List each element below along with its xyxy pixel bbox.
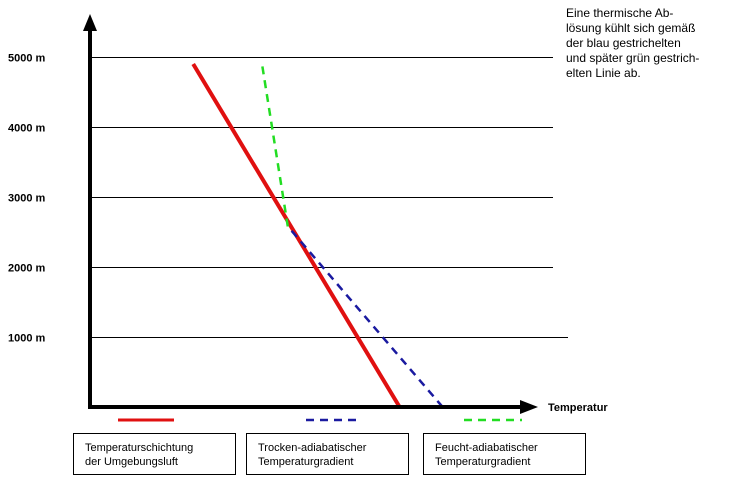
legend-box-moist-adiabatic: Feucht-adiabatischer Temperaturgradient <box>423 433 586 475</box>
legend-label-line: Temperaturschichtung <box>85 442 194 454</box>
y-tick-label: 5000 m <box>8 53 46 65</box>
series-line-dry <box>286 225 444 408</box>
y-tick-label: 1000 m <box>8 333 46 345</box>
legend-label-line: Trocken-adiabatischer <box>258 442 367 454</box>
note-line: und später grün gestrich- <box>566 51 700 65</box>
y-tick-labels: 1000 m 2000 m 3000 m 4000 m 5000 m <box>8 53 46 345</box>
legend-box-dry-adiabatic: Trocken-adiabatischer Temperaturgradient <box>246 433 409 475</box>
note-line: lösung kühlt sich gemäß <box>566 21 696 35</box>
note-line: der blau gestrichelten <box>566 36 681 50</box>
legend-label-line: Temperaturgradient <box>435 456 531 468</box>
gridlines <box>88 57 568 338</box>
x-axis-label: Temperatur <box>548 402 608 414</box>
y-tick-label: 3000 m <box>8 193 46 205</box>
explanation-note: Eine thermische Ab- lösung kühlt sich ge… <box>566 6 734 81</box>
note-line: elten Linie ab. <box>566 66 641 80</box>
y-axis-arrow-icon <box>83 14 97 31</box>
legend-label-line: der Umgebungsluft <box>85 456 178 468</box>
legend-label-line: Temperaturgradient <box>258 456 354 468</box>
legend-box-environment: Temperaturschichtung der Umgebungsluft <box>73 433 236 475</box>
note-line: Eine thermische Ab- <box>566 6 674 20</box>
x-axis-arrow-icon <box>520 400 538 414</box>
y-tick-label: 2000 m <box>8 263 46 275</box>
legend-label-line: Feucht-adiabatischer <box>435 442 538 454</box>
series-lines <box>191 62 444 409</box>
y-tick-label: 4000 m <box>8 123 46 135</box>
